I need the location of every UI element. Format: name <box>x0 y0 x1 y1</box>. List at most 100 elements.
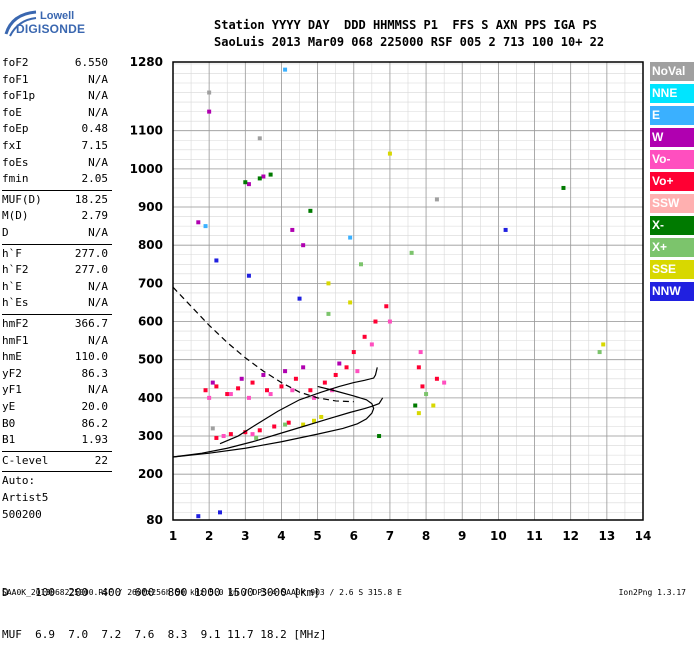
data-point <box>561 185 566 190</box>
data-point <box>268 392 273 397</box>
data-point <box>250 432 255 437</box>
y-tick-label: 300 <box>138 429 163 443</box>
legend-item-ssw: SSW <box>650 194 694 213</box>
data-point <box>601 342 606 347</box>
data-point <box>377 434 382 439</box>
data-point <box>261 372 266 377</box>
trace-line <box>172 385 375 458</box>
param-separator <box>2 243 112 245</box>
param-row: foE N/A <box>2 106 108 122</box>
chart-points <box>196 67 606 519</box>
param-label: h`Es <box>2 296 29 310</box>
param-label: hmF2 <box>2 317 29 330</box>
param-value: 86.3 <box>81 366 109 380</box>
data-point <box>207 90 212 95</box>
series-x <box>254 250 602 440</box>
data-point <box>597 350 602 355</box>
data-point <box>359 262 363 267</box>
series-sse <box>301 151 606 427</box>
param-label: Artist5 <box>2 491 49 504</box>
param-value: 6.550 <box>74 56 108 69</box>
param-row: fmin 2.05 <box>2 172 108 188</box>
param-separator <box>2 189 112 191</box>
legend-item-nnw: NNW <box>650 282 694 301</box>
param-row: h`Es N/A <box>2 296 108 312</box>
header-values: SaoLuis 2013 Mar09 068 225000 RSF 005 2 … <box>214 35 605 49</box>
param-row: hmF2 366.7 <box>2 317 108 333</box>
param-label: foF1 <box>2 72 29 86</box>
param-label: foF1p <box>2 89 36 103</box>
param-separator <box>2 471 112 473</box>
param-row: B1 1.93 <box>2 433 108 449</box>
param-value: N/A <box>88 383 108 397</box>
data-point <box>301 365 306 370</box>
param-value: 22 <box>94 453 108 467</box>
data-point <box>326 311 331 316</box>
data-point <box>268 172 273 177</box>
data-point <box>290 227 295 232</box>
data-point <box>351 350 356 355</box>
x-tick-label: 4 <box>277 529 285 543</box>
param-row: Auto: <box>2 474 108 490</box>
digisonde-logo: Lowell DIGISONDE <box>2 8 85 38</box>
data-point <box>221 434 226 439</box>
data-point <box>272 424 277 429</box>
y-tick-label: 200 <box>138 467 163 481</box>
param-row: h`F2 277.0 <box>2 263 108 279</box>
plot-frame <box>172 61 644 521</box>
data-point <box>387 319 392 324</box>
param-label: B1 <box>2 433 16 447</box>
series-w <box>196 109 342 385</box>
y-tick-label: 500 <box>138 353 163 367</box>
param-label: yF2 <box>2 366 22 380</box>
data-point <box>283 369 288 374</box>
header-labels: Station YYYY DAY DDD HHMMSS P1 FFS S AXN… <box>214 18 597 32</box>
x-tick-label: 2 <box>205 529 213 543</box>
y-tick-label: 1000 <box>130 162 163 176</box>
data-point <box>254 435 259 440</box>
param-value: N/A <box>88 296 108 310</box>
data-point <box>344 365 349 370</box>
data-point <box>207 395 212 400</box>
param-separator <box>2 314 112 315</box>
data-point <box>246 273 251 278</box>
profile-curve-dashed <box>172 286 354 403</box>
muf-row: MUF 6.9 7.0 7.2 7.6 8.3 9.1 11.7 18.2 [M… <box>2 628 327 641</box>
data-point <box>416 411 421 416</box>
param-value: 0.48 <box>81 122 109 136</box>
x-tick-label: 13 <box>598 529 615 543</box>
x-tick-label: 3 <box>241 529 249 543</box>
data-point <box>362 334 367 339</box>
data-point <box>207 109 212 114</box>
param-label: 500200 <box>2 507 42 521</box>
param-value: 1.93 <box>81 433 109 447</box>
data-point <box>243 180 248 185</box>
data-point <box>322 380 327 385</box>
logo-swoosh-icon <box>4 10 37 37</box>
data-point <box>434 197 439 202</box>
legend-item-noval: NoVal <box>650 62 694 81</box>
x-tick-label: 9 <box>458 529 466 543</box>
data-point <box>293 376 298 381</box>
chart-tick-labels: 1 2 3 4 5 6 7 8 9 10 11 12 13 14802003004005006007008… <box>130 55 652 543</box>
param-value: N/A <box>88 333 108 347</box>
data-point <box>348 235 353 240</box>
data-point <box>228 432 233 437</box>
data-point <box>431 403 436 408</box>
param-label: fxI <box>2 139 22 152</box>
data-point <box>196 220 201 225</box>
param-row: M(D) 2.79 <box>2 209 108 225</box>
param-row: foF1 N/A <box>2 73 108 89</box>
x-tick-label: 6 <box>350 529 358 543</box>
data-point <box>257 176 262 181</box>
y-tick-label: 1280 <box>130 55 163 69</box>
param-label: hmE <box>2 350 22 364</box>
data-point <box>196 514 201 519</box>
param-row: foEs N/A <box>2 156 108 172</box>
param-row: 500200 <box>2 508 108 524</box>
data-point <box>424 392 429 397</box>
data-point <box>265 388 269 393</box>
data-point <box>257 428 262 433</box>
param-value: 20.0 <box>81 400 109 413</box>
series-x <box>243 172 566 439</box>
